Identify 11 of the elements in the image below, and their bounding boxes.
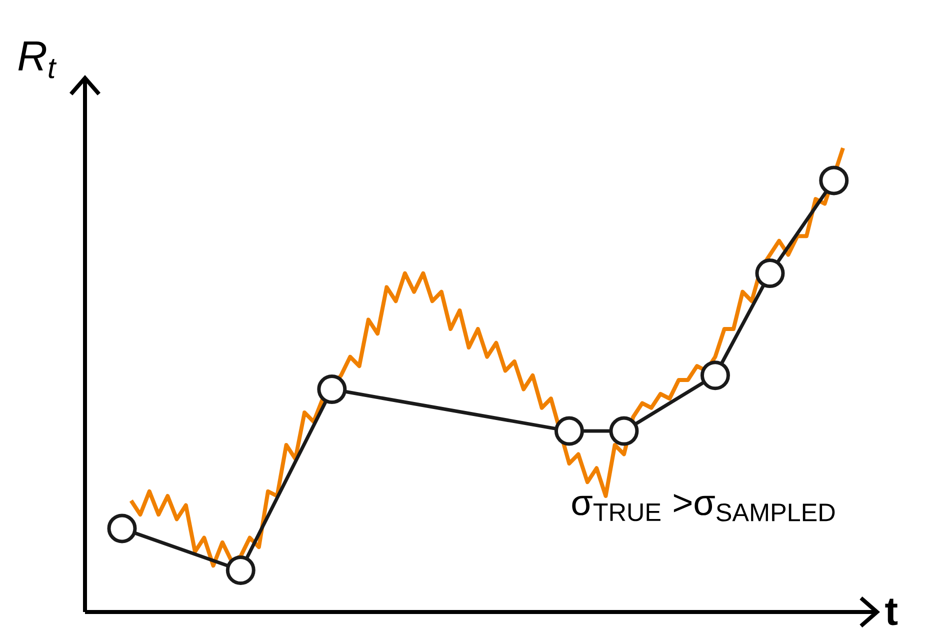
point: [554, 416, 584, 446]
point: [755, 258, 785, 288]
point: [700, 360, 730, 390]
y-axis-title: R$_{t}$: [18, 42, 57, 78]
annotation: σ$_{TRUE}$ >σ$_{SAMPLED}$: [572, 494, 835, 522]
point: [819, 166, 849, 196]
point: [107, 514, 137, 544]
point: [317, 374, 347, 404]
point: [226, 555, 256, 585]
point: [609, 416, 639, 446]
x-axis-title: t: [885, 598, 898, 626]
